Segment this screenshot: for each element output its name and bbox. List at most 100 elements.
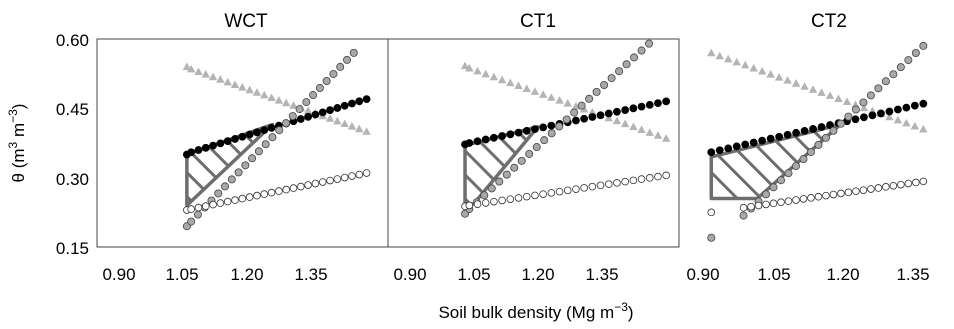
filled-point (522, 126, 531, 135)
grey-point (851, 105, 860, 114)
filled-point (296, 115, 305, 123)
triangle-point (274, 96, 284, 104)
triangle-point (791, 79, 801, 87)
open-point (231, 196, 239, 204)
open-point (531, 191, 539, 200)
open-point (304, 181, 312, 189)
filled-point (238, 132, 247, 141)
hatch-line (717, 154, 761, 198)
hatch-line (755, 145, 786, 176)
hatch-line (190, 152, 218, 179)
open-point (654, 172, 662, 181)
filled-point (629, 104, 638, 113)
grey-point (221, 182, 230, 191)
filled-point (514, 128, 523, 137)
open-point (326, 176, 334, 185)
open-point (267, 188, 276, 197)
triangle-point (774, 73, 784, 81)
open-point (490, 197, 498, 206)
open-point (621, 177, 629, 186)
filled-point (817, 123, 826, 131)
open-point (777, 198, 785, 207)
x-tick-label: 1.05 (457, 265, 490, 284)
grey-point (187, 217, 196, 226)
x-axis-title-end: ) (628, 303, 634, 322)
grey-point (881, 77, 890, 86)
filled-point (187, 148, 196, 157)
x-tick-label: 0.90 (102, 265, 135, 284)
grey-point (585, 94, 594, 103)
open-point (547, 189, 556, 197)
open-point (613, 179, 621, 187)
filled-point (539, 123, 548, 132)
grey-point (502, 170, 511, 179)
open-point (522, 192, 531, 201)
grey-point (707, 233, 716, 242)
filled-point (194, 146, 203, 154)
hatch-line (185, 195, 193, 203)
grey-point (645, 39, 654, 48)
y-axis-title-sup2: −3 (6, 109, 20, 123)
filled-point (318, 108, 327, 117)
x-tick-label: 1.20 (826, 265, 859, 284)
triangle-point (902, 118, 911, 127)
open-point (596, 181, 605, 190)
triangle-point (333, 116, 342, 125)
filled-point (792, 128, 800, 137)
hatch-line (793, 135, 811, 152)
filled-point (645, 100, 654, 109)
open-point (897, 180, 905, 189)
filled-point (355, 97, 364, 106)
filled-point (893, 105, 902, 114)
y-tick-label: 0.30 (56, 170, 89, 189)
triangle-point (637, 125, 646, 133)
filled-point (868, 111, 877, 120)
filled-point (326, 106, 334, 115)
open-point (465, 201, 474, 210)
open-point (822, 191, 830, 200)
open-point (629, 176, 638, 185)
filled-point (311, 110, 320, 119)
open-point (498, 196, 506, 205)
filled-point (613, 107, 621, 116)
hatch-line (208, 145, 230, 167)
triangle-point (216, 75, 225, 83)
grey-point (480, 191, 489, 200)
grey-point (562, 115, 571, 124)
triangle-point (460, 61, 470, 70)
triangle-point (800, 82, 809, 90)
grey-point (248, 154, 257, 163)
triangle-point (347, 122, 357, 130)
triangle-point (506, 78, 515, 87)
filled-point (766, 134, 775, 143)
triangle-point (620, 119, 630, 128)
y-axis-title-main: θ (m (9, 148, 28, 182)
triangle-point (547, 93, 556, 101)
y-axis-title-sup1: 3 (6, 141, 20, 148)
open-point (473, 200, 482, 208)
filled-point (775, 132, 784, 141)
grey-point (510, 163, 519, 172)
triangle-point (808, 85, 818, 93)
open-point (355, 170, 364, 179)
grey-point (241, 161, 250, 170)
open-point (297, 182, 305, 191)
filled-point (498, 132, 507, 140)
grey-point (525, 149, 534, 158)
triangle-point (707, 48, 716, 57)
filled-point (348, 99, 356, 108)
x-tick-label: 1.35 (294, 265, 327, 284)
open-point (754, 201, 763, 210)
grey-point (547, 129, 556, 138)
open-point (784, 197, 793, 205)
open-point (837, 189, 845, 198)
filled-point (223, 137, 232, 146)
triangle-point (223, 77, 232, 86)
open-point (807, 194, 815, 202)
triangle-point (910, 121, 920, 130)
open-point (245, 193, 254, 201)
x-axis-title-sup: −3 (614, 300, 628, 314)
open-point (318, 178, 327, 186)
filled-point (800, 126, 809, 135)
filled-point (877, 109, 885, 118)
